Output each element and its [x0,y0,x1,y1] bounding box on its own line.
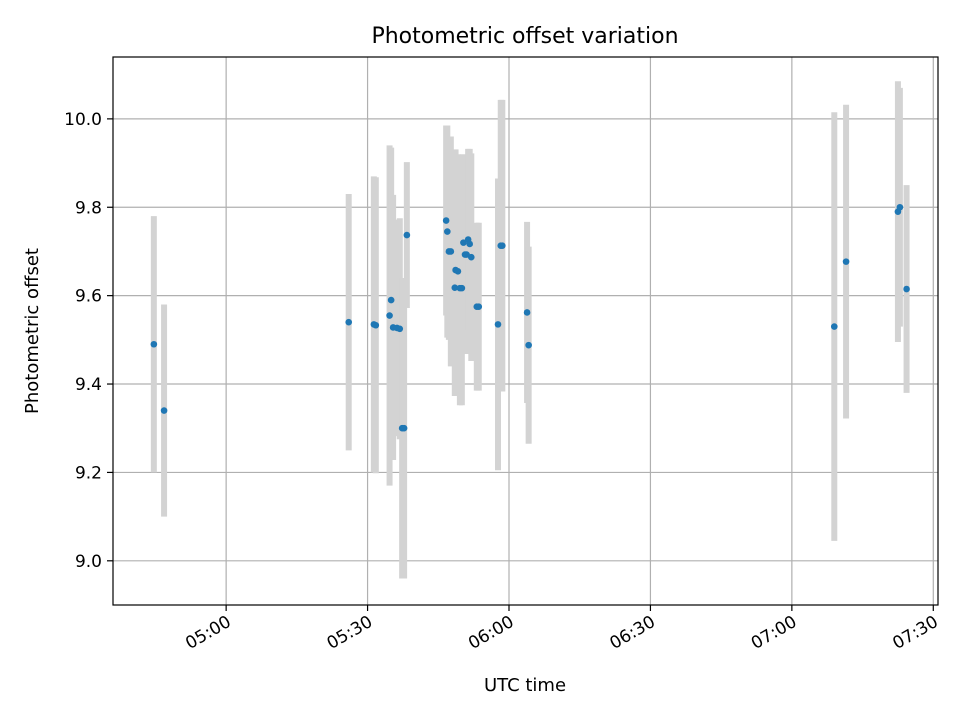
data-point [403,231,411,239]
data-point [903,285,910,293]
x-tick-label: 06:00 [465,612,517,654]
data-point [494,321,502,328]
data-point [499,242,506,250]
y-tick-label: 9.2 [75,463,102,483]
error-bars [150,81,910,579]
data-point [444,228,451,235]
x-axis-label: UTC time [484,675,566,696]
x-tick-label: 07:00 [748,612,800,654]
y-tick-label: 9.0 [75,552,102,572]
data-point [896,203,904,211]
chart-title: Photometric offset variation [371,24,678,49]
y-tick-label: 9.6 [75,287,102,307]
data-point [345,318,353,326]
data-point [467,253,475,261]
data-point [523,309,531,316]
y-tick-label: 9.4 [75,375,102,395]
x-tick-label: 05:30 [324,612,376,654]
x-tick-label: 05:00 [182,612,234,654]
data-point [396,325,404,333]
data-point [451,284,459,291]
data-point [442,217,450,224]
y-tick-label: 9.8 [75,198,102,218]
data-point [842,258,850,265]
data-point [830,323,838,330]
data-point [466,240,474,248]
data-point [160,407,168,414]
x-axis-ticks: 05:00 05:30 06:00 06:30 07:00 07:30 [182,605,942,654]
x-tick-label: 07:30 [889,612,941,654]
y-axis-ticks: 9.0 9.2 9.4 9.6 9.8 10.0 [64,110,113,572]
data-point [372,321,380,329]
data-point [447,248,455,255]
data-point [475,303,483,310]
y-axis-label: Photometric offset [22,248,43,414]
data-point [525,341,532,349]
y-tick-label: 10.0 [64,110,102,130]
data-point [150,340,158,348]
data-point [458,284,466,292]
plot-area-frame [112,56,939,606]
data-point [460,239,467,246]
data-point [454,268,462,275]
data-point [386,312,393,319]
data-point [387,296,395,304]
data-point [400,424,408,432]
data-points [150,203,910,432]
x-tick-label: 06:30 [606,612,658,654]
